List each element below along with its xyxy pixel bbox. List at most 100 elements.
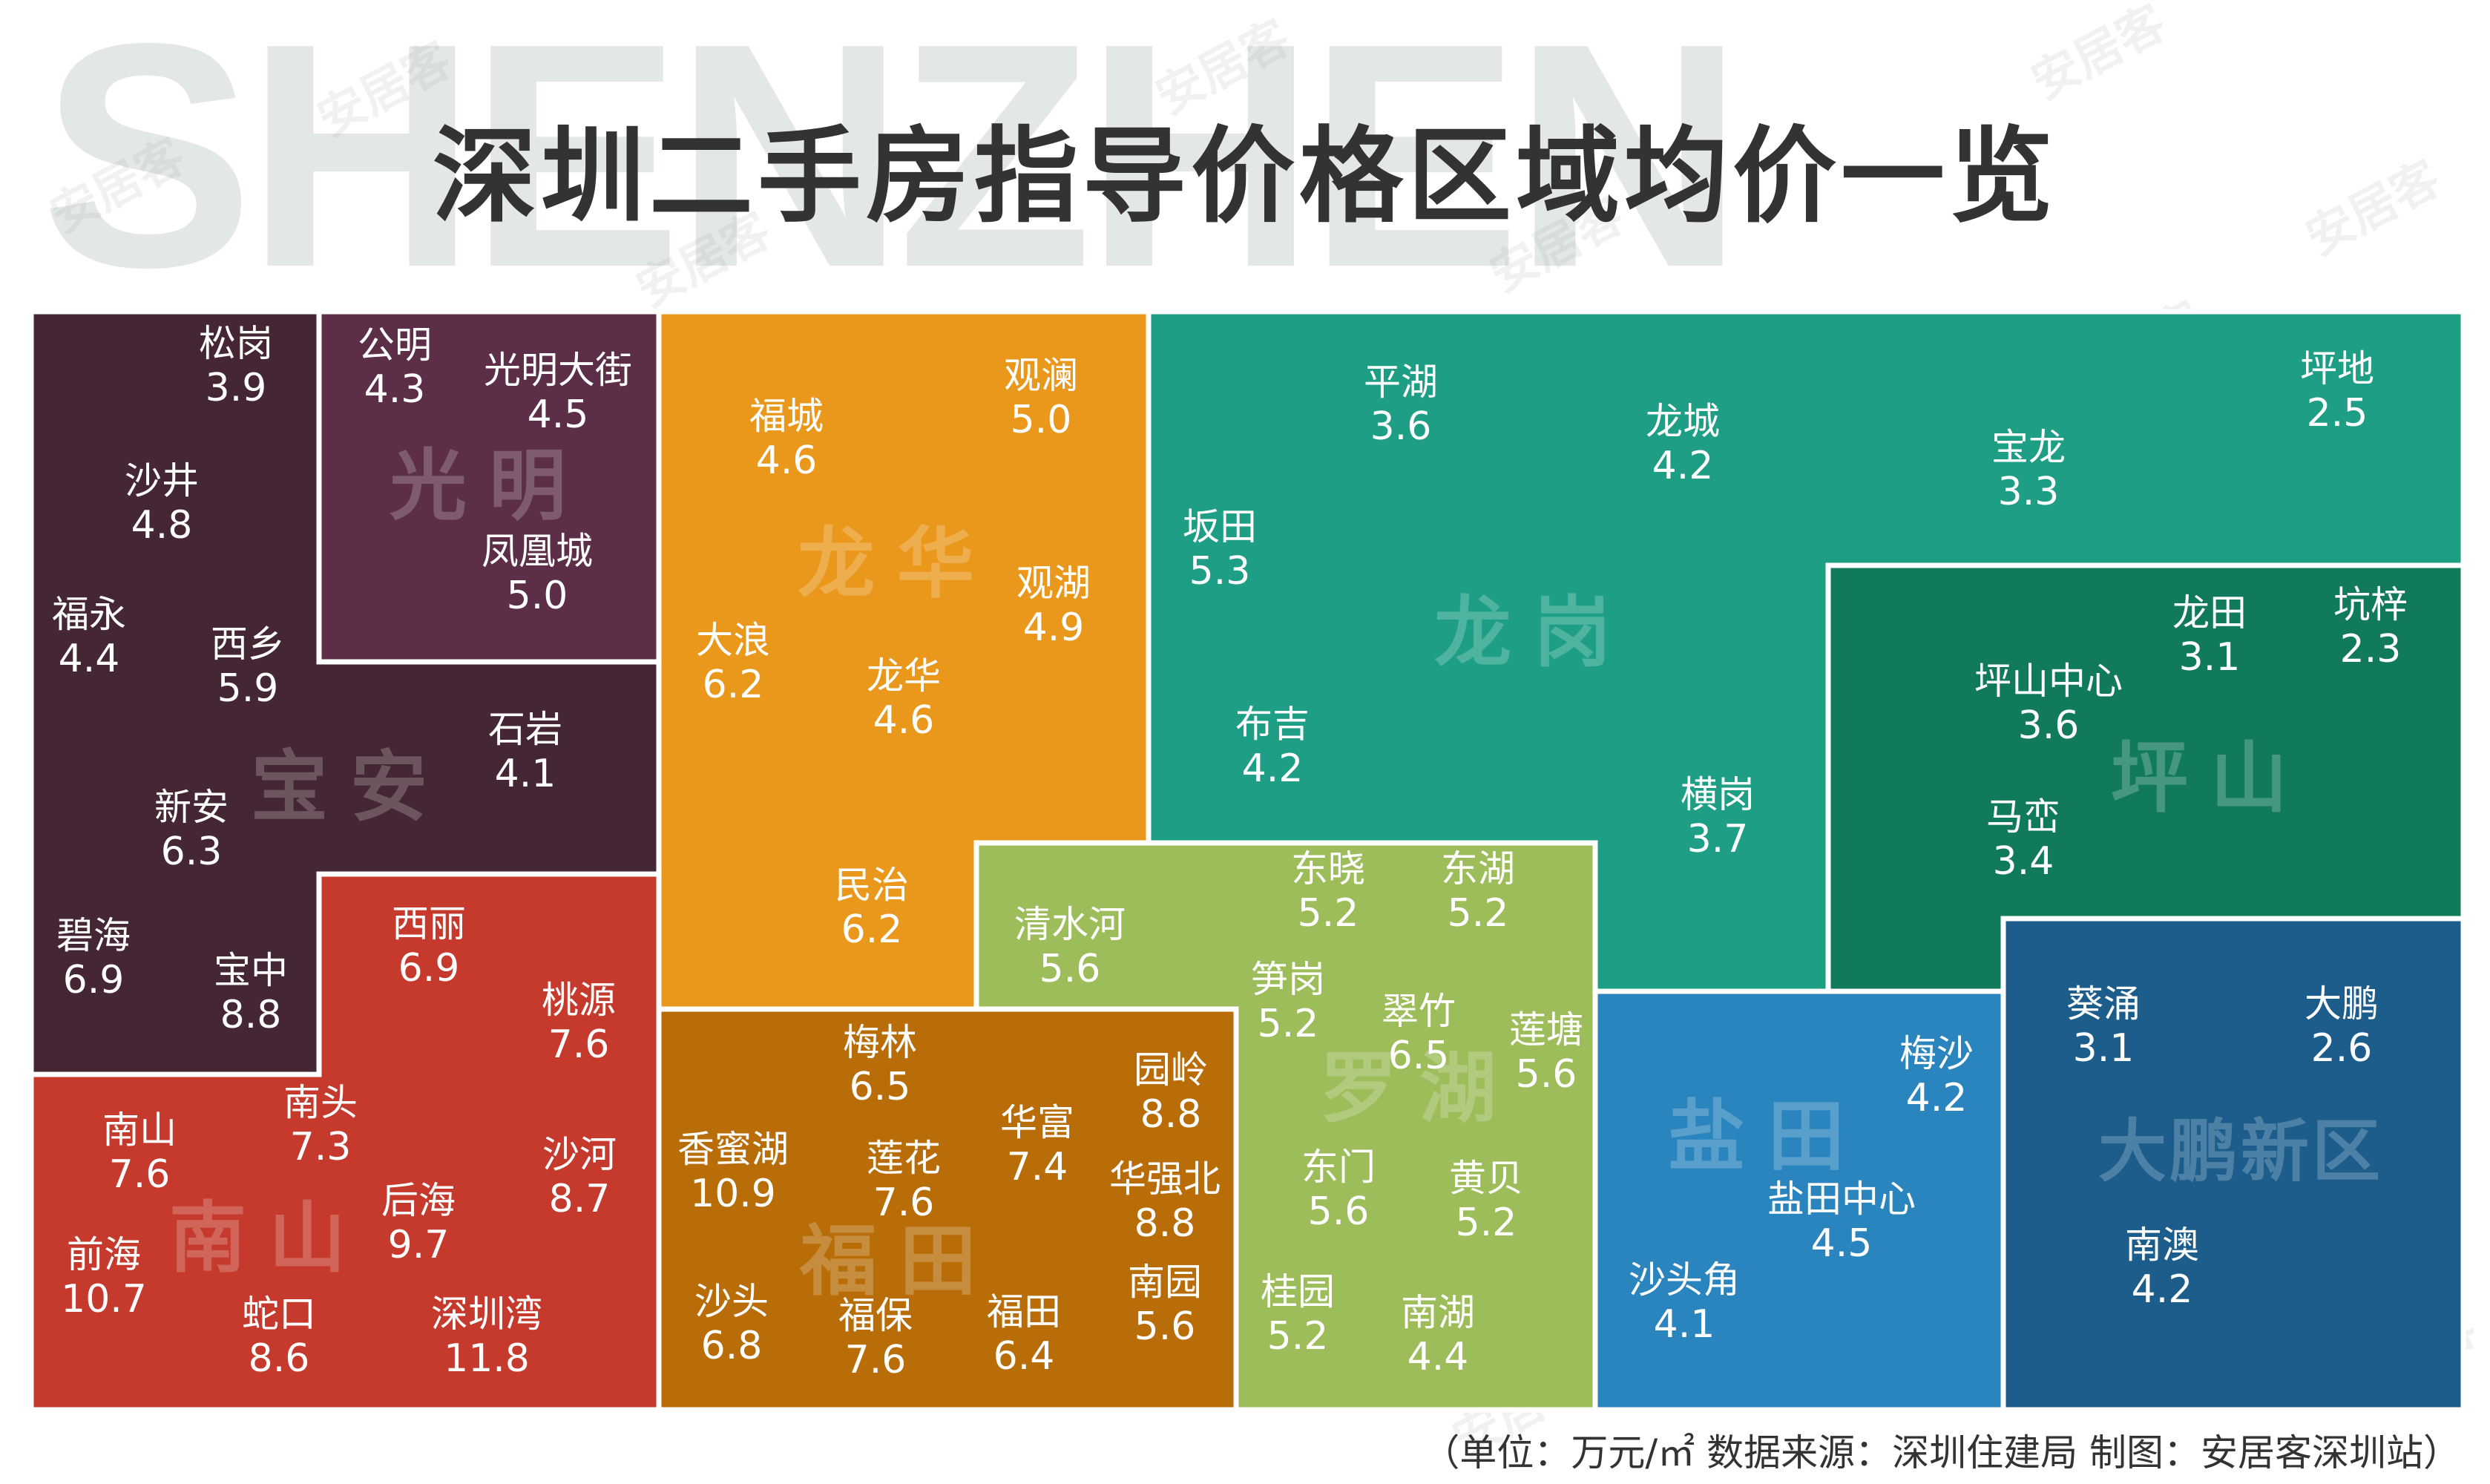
area-name: 南澳 (2125, 1224, 2199, 1267)
area-value: 4.8 (131, 503, 193, 548)
district-region (2000, 916, 2466, 1413)
area-value: 3.4 (1993, 839, 2054, 884)
area-name: 园岭 (1134, 1048, 1208, 1091)
area-label-group: 沙头6.8 (694, 1280, 769, 1368)
area-name: 坑梓 (2333, 583, 2408, 626)
area-name: 清水河 (1014, 903, 1126, 946)
area-name: 沙头 (694, 1280, 769, 1323)
area-label-group: 坑梓2.3 (2333, 583, 2408, 672)
area-name: 南头 (283, 1081, 358, 1124)
area-label-group: 葵涌3.1 (2066, 982, 2141, 1071)
area-value: 5.2 (1456, 1201, 1517, 1245)
area-name: 莲花 (867, 1137, 941, 1180)
area-value: 4.2 (1906, 1076, 1968, 1120)
area-value: 5.0 (1011, 398, 1072, 442)
area-label-group: 南澳4.2 (2125, 1224, 2199, 1312)
area-label-group: 桃源7.6 (542, 979, 616, 1067)
area-label-group: 新安6.3 (154, 786, 229, 874)
area-value: 2.3 (2340, 627, 2402, 672)
area-value: 5.9 (217, 666, 279, 711)
area-name: 葵涌 (2066, 982, 2141, 1025)
area-label-group: 坪地2.5 (2300, 347, 2374, 436)
area-value: 9.7 (388, 1223, 450, 1267)
area-name: 莲塘 (1509, 1008, 1583, 1051)
area-name: 桂园 (1261, 1270, 1335, 1313)
area-label-group: 西乡5.9 (211, 623, 285, 711)
area-label-group: 福永4.4 (52, 593, 126, 681)
area-name: 东湖 (1441, 847, 1515, 890)
area-name: 大浪 (696, 619, 770, 662)
area-label-group: 坂田5.3 (1183, 505, 1257, 594)
district-label: 宝安 (251, 741, 450, 832)
area-value: 5.2 (1448, 891, 1509, 936)
area-value: 4.1 (495, 752, 556, 796)
area-name: 沙头角 (1629, 1258, 1740, 1301)
area-name: 石岩 (488, 708, 562, 751)
area-label-group: 南园5.6 (1128, 1261, 1202, 1349)
area-label-group: 南湖4.4 (1401, 1291, 1475, 1379)
area-label-group: 西丽6.9 (392, 902, 466, 991)
area-value: 3.1 (2073, 1026, 2135, 1071)
area-label-group: 平湖3.6 (1364, 361, 1438, 449)
area-name: 碧海 (56, 914, 131, 957)
area-name: 梅林 (843, 1021, 917, 1064)
area-label-group: 龙城4.2 (1646, 400, 1720, 488)
area-label-group: 蛇口8.6 (242, 1293, 316, 1381)
area-label-group: 翠竹6.5 (1382, 990, 1456, 1078)
area-name: 光明大街 (484, 349, 632, 392)
area-value: 3.6 (1370, 404, 1432, 449)
area-name: 东晓 (1291, 847, 1365, 890)
area-value: 4.2 (1242, 746, 1304, 791)
area-value: 3.3 (1998, 470, 2060, 514)
area-label-group: 宝龙3.3 (1991, 426, 2066, 514)
area-value: 4.4 (1407, 1335, 1469, 1379)
area-value: 6.5 (1388, 1034, 1450, 1078)
area-label-group: 碧海6.9 (56, 914, 131, 1002)
area-value: 4.2 (1652, 444, 1714, 488)
area-name: 蛇口 (242, 1293, 316, 1336)
area-label-group: 南山7.6 (102, 1109, 177, 1197)
area-value: 6.2 (703, 663, 764, 707)
area-label-group: 大浪6.2 (696, 619, 770, 707)
area-name: 梅沙 (1899, 1032, 1974, 1075)
area-value: 4.3 (364, 367, 426, 412)
area-value: 5.6 (1308, 1189, 1370, 1234)
area-value: 7.6 (873, 1181, 935, 1225)
area-value: 6.3 (161, 830, 223, 874)
area-label-group: 观湖4.9 (1016, 562, 1091, 650)
area-value: 2.5 (2307, 391, 2368, 436)
area-label-group: 莲花7.6 (867, 1137, 941, 1225)
area-label-group: 民治6.2 (835, 864, 909, 952)
area-name: 龙田 (2172, 591, 2247, 634)
area-value: 7.3 (290, 1125, 352, 1169)
area-name: 华富 (1000, 1101, 1074, 1144)
area-name: 布吉 (1235, 703, 1310, 746)
area-value: 5.2 (1258, 1002, 1319, 1046)
area-value: 6.5 (850, 1065, 911, 1109)
district-label: 大鹏新区 (2098, 1112, 2383, 1191)
area-name: 坪山中心 (1974, 660, 2123, 703)
area-value: 7.4 (1007, 1145, 1068, 1189)
area-label-group: 龙华4.6 (867, 654, 941, 743)
area-name: 福保 (838, 1294, 913, 1337)
area-label-group: 笋岗5.2 (1251, 958, 1325, 1046)
area-name: 东门 (1301, 1146, 1376, 1189)
district-label: 福田 (799, 1215, 999, 1306)
area-label-group: 福田6.4 (987, 1290, 1061, 1379)
area-value: 5.2 (1267, 1314, 1329, 1359)
area-name: 福城 (749, 395, 824, 438)
area-name: 坪地 (2300, 347, 2374, 390)
district-label: 南山 (169, 1192, 368, 1283)
area-name: 前海 (67, 1233, 141, 1276)
area-value: 8.7 (549, 1177, 611, 1221)
district-label: 光明 (390, 440, 588, 531)
area-value: 8.8 (220, 993, 282, 1037)
area-value: 4.5 (528, 393, 589, 437)
area-name: 桃源 (542, 979, 616, 1022)
area-label-group: 梅沙4.2 (1899, 1032, 1974, 1120)
